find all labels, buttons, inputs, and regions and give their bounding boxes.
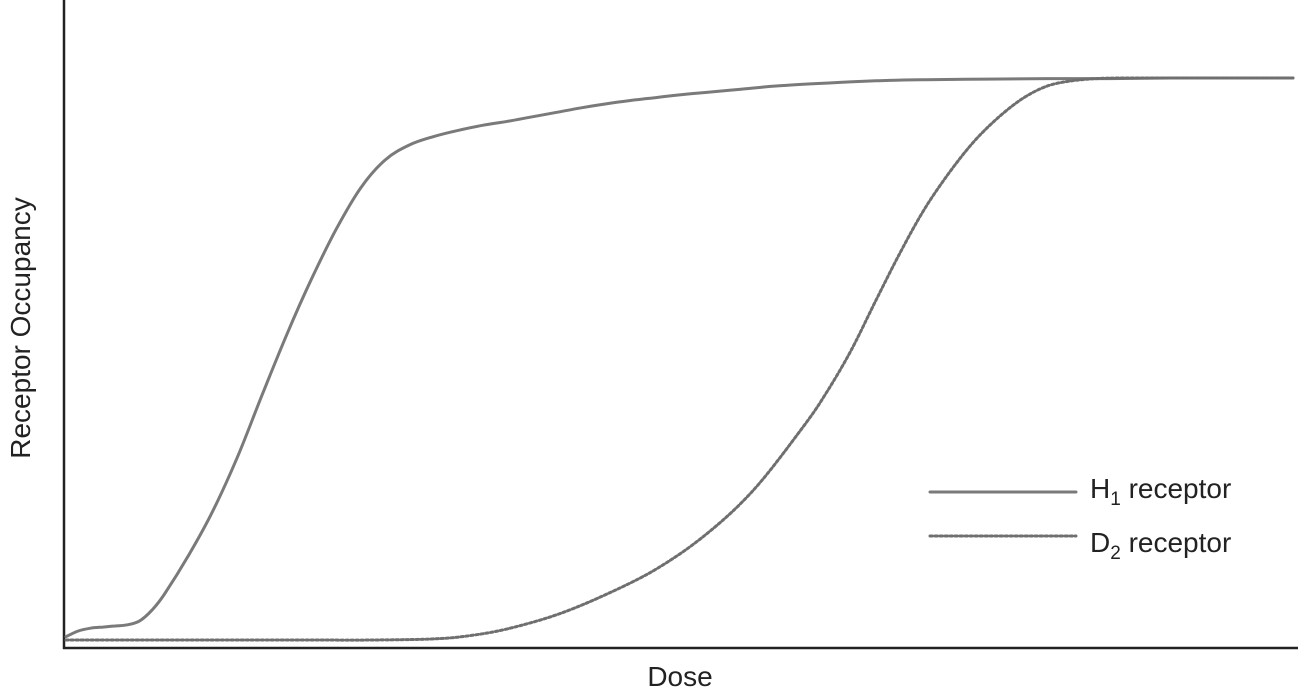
legend-label-d2: D2 receptor [1090, 527, 1231, 564]
y-axis-title: Receptor Occupancy [5, 197, 36, 458]
series-line-h1 [64, 76, 1295, 639]
series-line-d2 [64, 76, 1295, 642]
legend-label-d2-rest: receptor [1121, 527, 1232, 558]
legend-label-d2-base: D [1090, 527, 1110, 558]
legend: H1 receptor D2 receptor [928, 473, 1231, 564]
legend-label-h1-base: H [1090, 473, 1110, 504]
legend-label-h1: H1 receptor [1090, 473, 1231, 510]
legend-label-d2-sub: 2 [1110, 543, 1121, 564]
series-layer [64, 76, 1295, 642]
x-axis-title: Dose [647, 661, 712, 692]
legend-label-h1-sub: 1 [1110, 489, 1121, 510]
legend-label-h1-rest: receptor [1121, 473, 1232, 504]
